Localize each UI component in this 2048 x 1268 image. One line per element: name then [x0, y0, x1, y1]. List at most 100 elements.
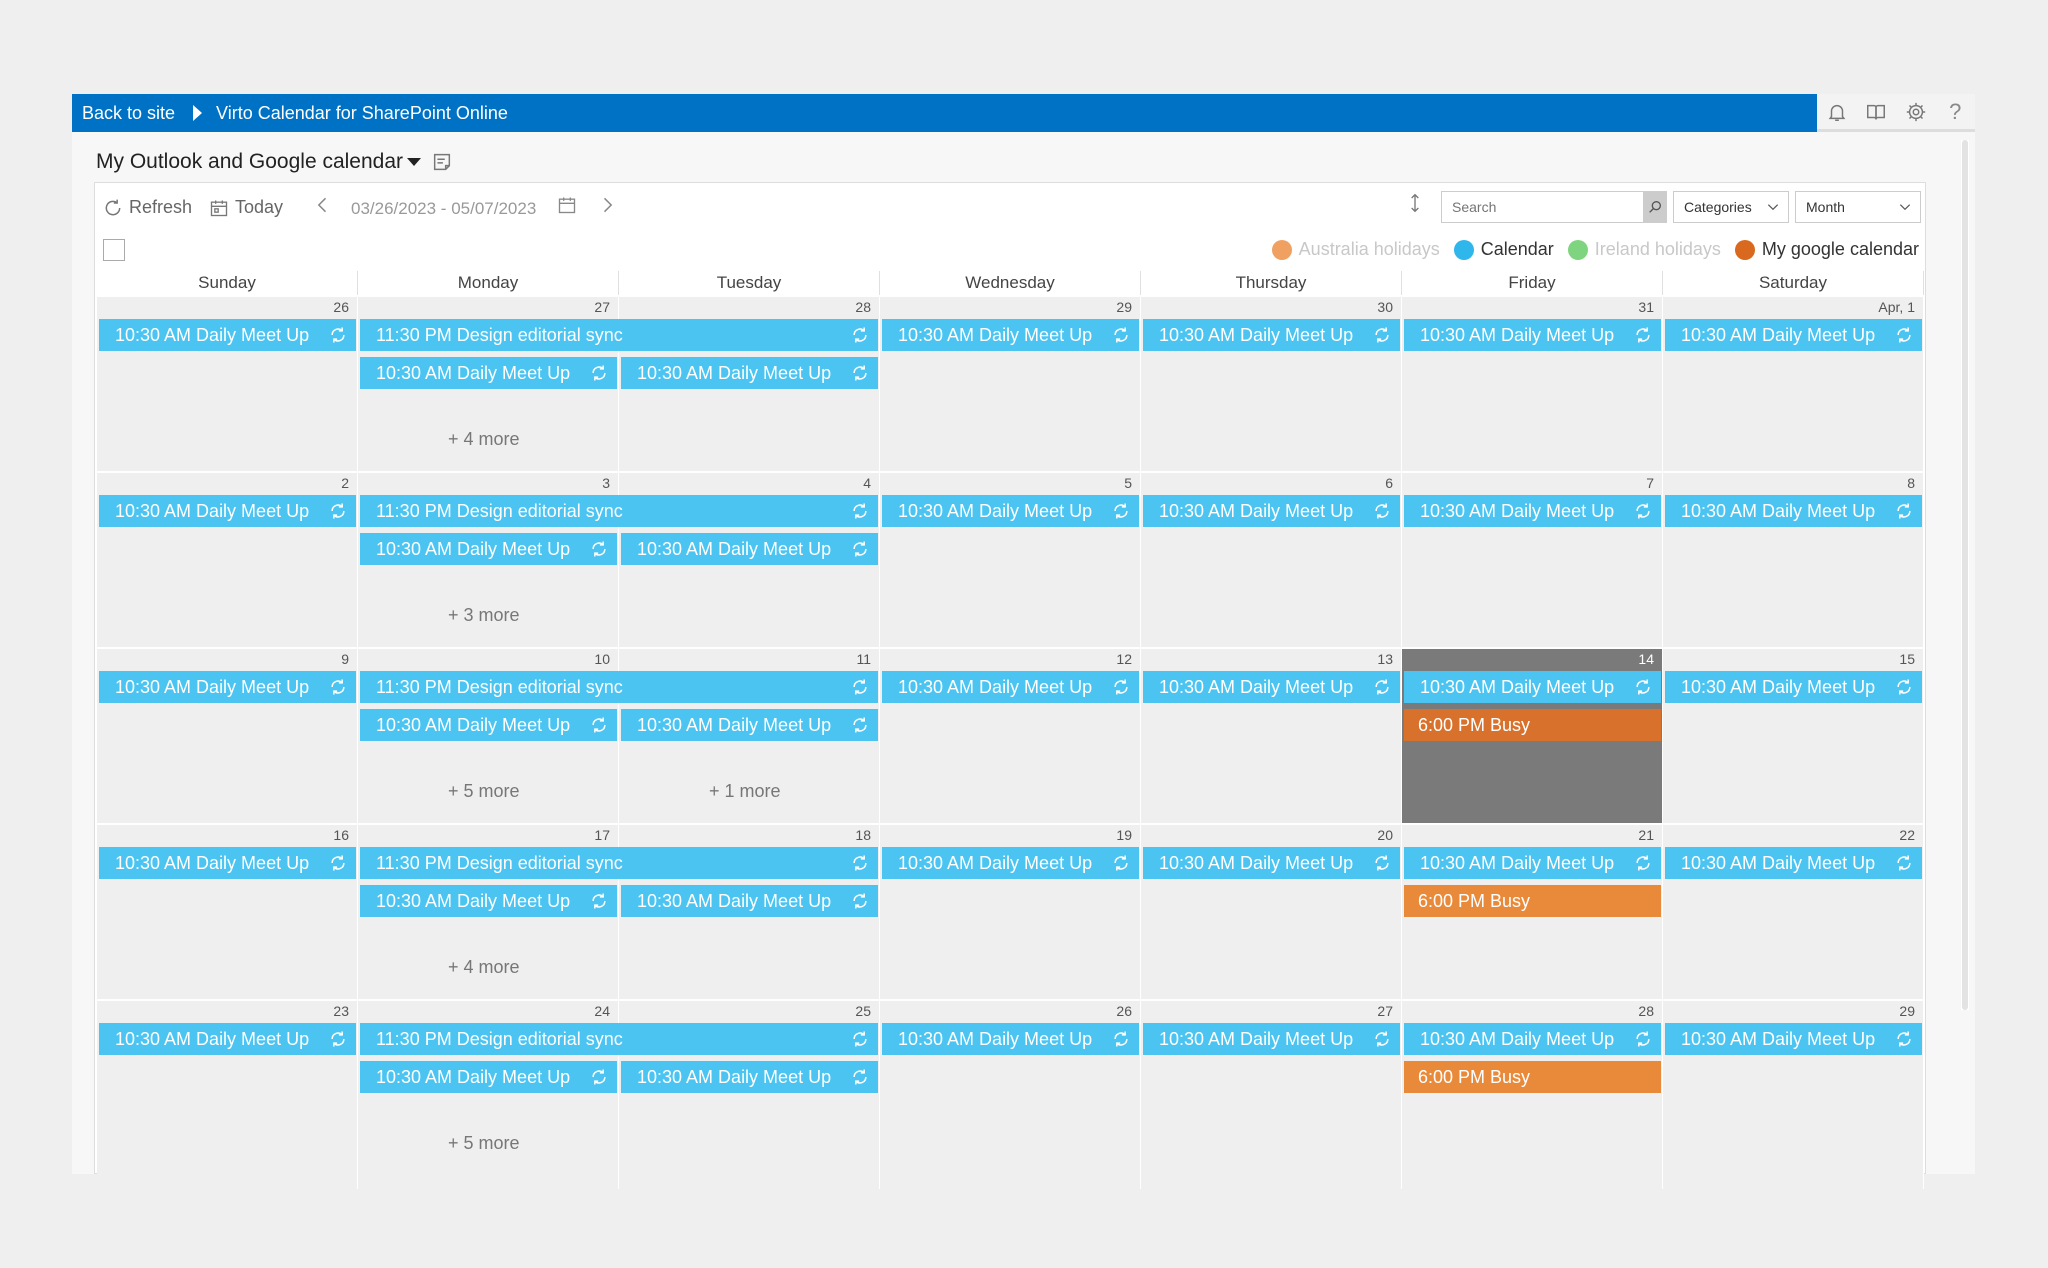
- design-editorial-sync-event[interactable]: 11:30 PM Design editorial sync: [360, 319, 878, 351]
- busy-event[interactable]: 6:00 PM Busy: [1404, 709, 1661, 741]
- daily-meetup-event[interactable]: 10:30 AM Daily Meet Up: [1665, 847, 1922, 879]
- next-period-button[interactable]: [597, 195, 623, 215]
- expand-rows-button[interactable]: [1405, 193, 1431, 213]
- daily-meetup-event[interactable]: 10:30 AM Daily Meet Up: [1665, 671, 1922, 703]
- event-title: 11:30 PM Design editorial sync: [376, 853, 623, 873]
- day-number: 13: [1377, 651, 1393, 667]
- daily-meetup-event[interactable]: 10:30 AM Daily Meet Up: [1404, 495, 1661, 527]
- previous-period-button[interactable]: [313, 195, 339, 215]
- more-events-link[interactable]: + 4 more: [448, 957, 520, 977]
- recurring-icon: [592, 541, 606, 557]
- design-editorial-sync-event[interactable]: 11:30 PM Design editorial sync: [360, 671, 878, 703]
- day-number: 22: [1899, 827, 1915, 843]
- design-editorial-sync-event[interactable]: 11:30 PM Design editorial sync: [360, 847, 878, 879]
- scrollbar-thumb[interactable]: [1962, 140, 1968, 1010]
- daily-meetup-event[interactable]: 10:30 AM Daily Meet Up: [99, 671, 356, 703]
- busy-event[interactable]: 6:00 PM Busy: [1404, 1061, 1661, 1093]
- daily-meetup-event[interactable]: 10:30 AM Daily Meet Up: [882, 1023, 1139, 1055]
- legend-item[interactable]: Calendar: [1453, 239, 1554, 260]
- more-events-link[interactable]: + 5 more: [448, 1133, 520, 1153]
- event-title: 10:30 AM Daily Meet Up: [1159, 1029, 1354, 1049]
- event-title: 10:30 AM Daily Meet Up: [637, 715, 832, 735]
- more-events-link[interactable]: + 3 more: [448, 605, 520, 625]
- more-events-link[interactable]: + 4 more: [448, 429, 520, 449]
- legend-item[interactable]: Ireland holidays: [1567, 239, 1721, 260]
- daily-meetup-event[interactable]: 10:30 AM Daily Meet Up: [882, 671, 1139, 703]
- day-number: 4: [863, 475, 871, 491]
- daily-meetup-event[interactable]: 10:30 AM Daily Meet Up: [1143, 671, 1400, 703]
- day-number: 11: [856, 651, 871, 667]
- recurring-icon: [853, 855, 867, 871]
- legend-label: Calendar: [1480, 239, 1554, 259]
- daily-meetup-event[interactable]: 10:30 AM Daily Meet Up: [621, 709, 878, 741]
- month-grid: Sunday Monday Tuesday Wednesday Thursday Frid…: [97, 271, 1925, 1189]
- top-bar: Back to site Virto Calendar for SharePoi…: [72, 94, 1975, 132]
- daily-meetup-event[interactable]: 10:30 AM Daily Meet Up: [1143, 847, 1400, 879]
- back-to-site-link[interactable]: Back to site: [82, 102, 176, 123]
- legend-item[interactable]: Australia holidays: [1271, 239, 1440, 260]
- more-events-link[interactable]: + 5 more: [448, 781, 520, 801]
- daily-meetup-event[interactable]: 10:30 AM Daily Meet Up: [1404, 319, 1661, 351]
- event-title: 10:30 AM Daily Meet Up: [376, 1067, 571, 1087]
- day-number: 6: [1385, 475, 1393, 491]
- daily-meetup-event[interactable]: 10:30 AM Daily Meet Up: [882, 495, 1139, 527]
- daily-meetup-event[interactable]: 10:30 AM Daily Meet Up: [99, 1023, 356, 1055]
- daily-meetup-event[interactable]: 10:30 AM Daily Meet Up: [360, 357, 617, 389]
- recurring-icon: [1114, 855, 1128, 871]
- date-picker-button[interactable]: [557, 195, 583, 215]
- gear-icon[interactable]: [1904, 100, 1928, 124]
- calendar-selector-dropdown-icon[interactable]: [407, 158, 422, 166]
- event-title: 10:30 AM Daily Meet Up: [1681, 1029, 1876, 1049]
- categories-dropdown[interactable]: Categories: [1673, 191, 1789, 223]
- event-title: 6:00 PM Busy: [1418, 891, 1531, 911]
- calendar-panel: Refresh Today 03/26/2023 - 05/07/2023: [94, 182, 1926, 1189]
- recurring-icon: [1897, 1031, 1911, 1047]
- daily-meetup-event[interactable]: 10:30 AM Daily Meet Up: [1404, 671, 1661, 703]
- chevron-right-icon: [603, 197, 613, 213]
- refresh-icon: [105, 199, 121, 215]
- view-dropdown[interactable]: Month: [1795, 191, 1921, 223]
- bell-icon[interactable]: [1825, 100, 1849, 124]
- daily-meetup-event[interactable]: 10:30 AM Daily Meet Up: [360, 709, 617, 741]
- legend-item[interactable]: My google calendar: [1734, 239, 1919, 260]
- daily-meetup-event[interactable]: 10:30 AM Daily Meet Up: [360, 885, 617, 917]
- daily-meetup-event[interactable]: 10:30 AM Daily Meet Up: [99, 847, 356, 879]
- daily-meetup-event[interactable]: 10:30 AM Daily Meet Up: [99, 495, 356, 527]
- daily-meetup-event[interactable]: 10:30 AM Daily Meet Up: [1665, 495, 1922, 527]
- design-editorial-sync-event[interactable]: 11:30 PM Design editorial sync: [360, 1023, 878, 1055]
- recurring-icon: [592, 893, 606, 909]
- daily-meetup-event[interactable]: 10:30 AM Daily Meet Up: [1404, 1023, 1661, 1055]
- scrollbar[interactable]: [1961, 140, 1969, 1010]
- daily-meetup-event[interactable]: 10:30 AM Daily Meet Up: [1143, 495, 1400, 527]
- event-title: 10:30 AM Daily Meet Up: [1159, 853, 1354, 873]
- search-input[interactable]: [1442, 192, 1643, 222]
- book-icon[interactable]: [1864, 100, 1888, 124]
- daily-meetup-event[interactable]: 10:30 AM Daily Meet Up: [1404, 847, 1661, 879]
- refresh-button[interactable]: Refresh: [103, 197, 192, 218]
- daily-meetup-event[interactable]: 10:30 AM Daily Meet Up: [882, 319, 1139, 351]
- daily-meetup-event[interactable]: 10:30 AM Daily Meet Up: [621, 885, 878, 917]
- daily-meetup-event[interactable]: 10:30 AM Daily Meet Up: [360, 533, 617, 565]
- day-number: 31: [1638, 299, 1654, 315]
- more-events-link[interactable]: + 1 more: [709, 781, 781, 801]
- daily-meetup-event[interactable]: 10:30 AM Daily Meet Up: [882, 847, 1139, 879]
- search-button[interactable]: [1643, 192, 1666, 222]
- daily-meetup-event[interactable]: 10:30 AM Daily Meet Up: [621, 1061, 878, 1093]
- daily-meetup-event[interactable]: 10:30 AM Daily Meet Up: [1665, 319, 1922, 351]
- daily-meetup-event[interactable]: 10:30 AM Daily Meet Up: [621, 357, 878, 389]
- select-all-checkbox[interactable]: [103, 239, 125, 261]
- today-button[interactable]: Today: [209, 197, 283, 218]
- daily-meetup-event[interactable]: 10:30 AM Daily Meet Up: [99, 319, 356, 351]
- daily-meetup-event[interactable]: 10:30 AM Daily Meet Up: [621, 533, 878, 565]
- daily-meetup-event[interactable]: 10:30 AM Daily Meet Up: [1665, 1023, 1922, 1055]
- design-editorial-sync-event[interactable]: 11:30 PM Design editorial sync: [360, 495, 878, 527]
- recurring-icon: [592, 365, 606, 381]
- daily-meetup-event[interactable]: 10:30 AM Daily Meet Up: [1143, 1023, 1400, 1055]
- help-icon[interactable]: ?: [1949, 98, 1962, 124]
- edit-note-icon[interactable]: [431, 151, 453, 173]
- daily-meetup-event[interactable]: 10:30 AM Daily Meet Up: [360, 1061, 617, 1093]
- daily-meetup-event[interactable]: 10:30 AM Daily Meet Up: [1143, 319, 1400, 351]
- day-number: 14: [1638, 651, 1654, 667]
- busy-event[interactable]: 6:00 PM Busy: [1404, 885, 1661, 917]
- day-number: 8: [1907, 475, 1915, 491]
